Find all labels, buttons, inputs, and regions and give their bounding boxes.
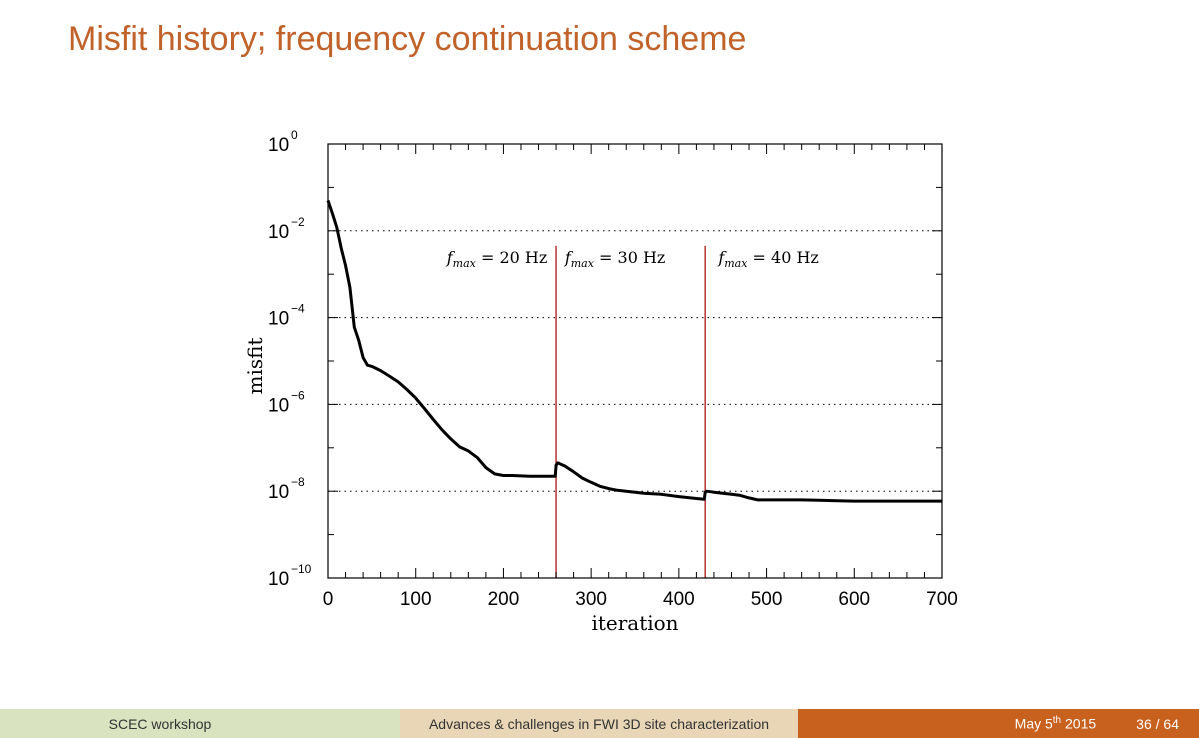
y-tick-label: 10 — [268, 309, 289, 330]
x-tick-label: 200 — [488, 589, 520, 610]
y-axis-label: misfit — [243, 337, 267, 394]
x-tick-label: 700 — [926, 589, 958, 610]
annotations: fmax = 20 Hz fmax = 30 Hz fmax = 40 Hz — [446, 248, 819, 270]
x-tick-label: 100 — [400, 589, 432, 610]
y-tick-exponent: −10 — [291, 562, 312, 576]
y-tick-label: 10 — [268, 482, 289, 503]
ticks — [327, 143, 943, 579]
y-tick-exponent: −4 — [291, 302, 305, 316]
footer-event: SCEC workshop — [0, 709, 400, 738]
footer-event-label: SCEC workshop — [108, 715, 212, 732]
x-tick-label: 400 — [663, 589, 695, 610]
footer-talk-title-label: Advances & challenges in FWI 3D site cha… — [428, 715, 770, 732]
misfit-curve — [326, 200, 942, 503]
x-tick-label: 500 — [751, 589, 783, 610]
grid-lines — [328, 230, 942, 492]
y-tick-label: 10 — [268, 395, 289, 416]
series — [326, 200, 942, 503]
frequency-markers — [555, 245, 706, 578]
y-tick-exponent: −6 — [291, 388, 305, 402]
footer-date-page: May 5th 2015 36 / 64 — [798, 709, 1199, 738]
slide-title: Misfit history; frequency continuation s… — [68, 20, 747, 58]
x-tick-label: 600 — [838, 589, 870, 610]
footer-date-year: 2015 — [1065, 715, 1097, 732]
x-axis-label: iteration — [591, 611, 678, 635]
y-tick-label: 10 — [268, 135, 289, 156]
y-tick-label: 10 — [268, 222, 289, 243]
frequency-annotation: fmax = 40 Hz — [717, 248, 819, 270]
footer-page: 36 / 64 — [1136, 715, 1179, 732]
y-tick-exponent: 0 — [291, 128, 298, 142]
footer-bar: SCEC workshop Advances & challenges in F… — [0, 709, 1199, 738]
footer-talk-title: Advances & challenges in FWI 3D site cha… — [400, 709, 798, 738]
y-tick-exponent: −2 — [291, 215, 305, 229]
y-tick-exponent: −8 — [291, 475, 305, 489]
x-tick-label: 300 — [575, 589, 607, 610]
frequency-annotation: fmax = 20 Hz — [446, 248, 548, 270]
footer-date-sup: th — [1052, 715, 1062, 727]
plot-frame — [327, 143, 943, 579]
footer-date-prefix: May 5 — [1014, 715, 1053, 732]
footer-date: May 5th 2015 — [1015, 715, 1097, 732]
y-tick-label: 10 — [268, 569, 289, 590]
x-tick-label: 0 — [323, 589, 334, 610]
frequency-annotation: fmax = 30 Hz — [564, 248, 666, 270]
